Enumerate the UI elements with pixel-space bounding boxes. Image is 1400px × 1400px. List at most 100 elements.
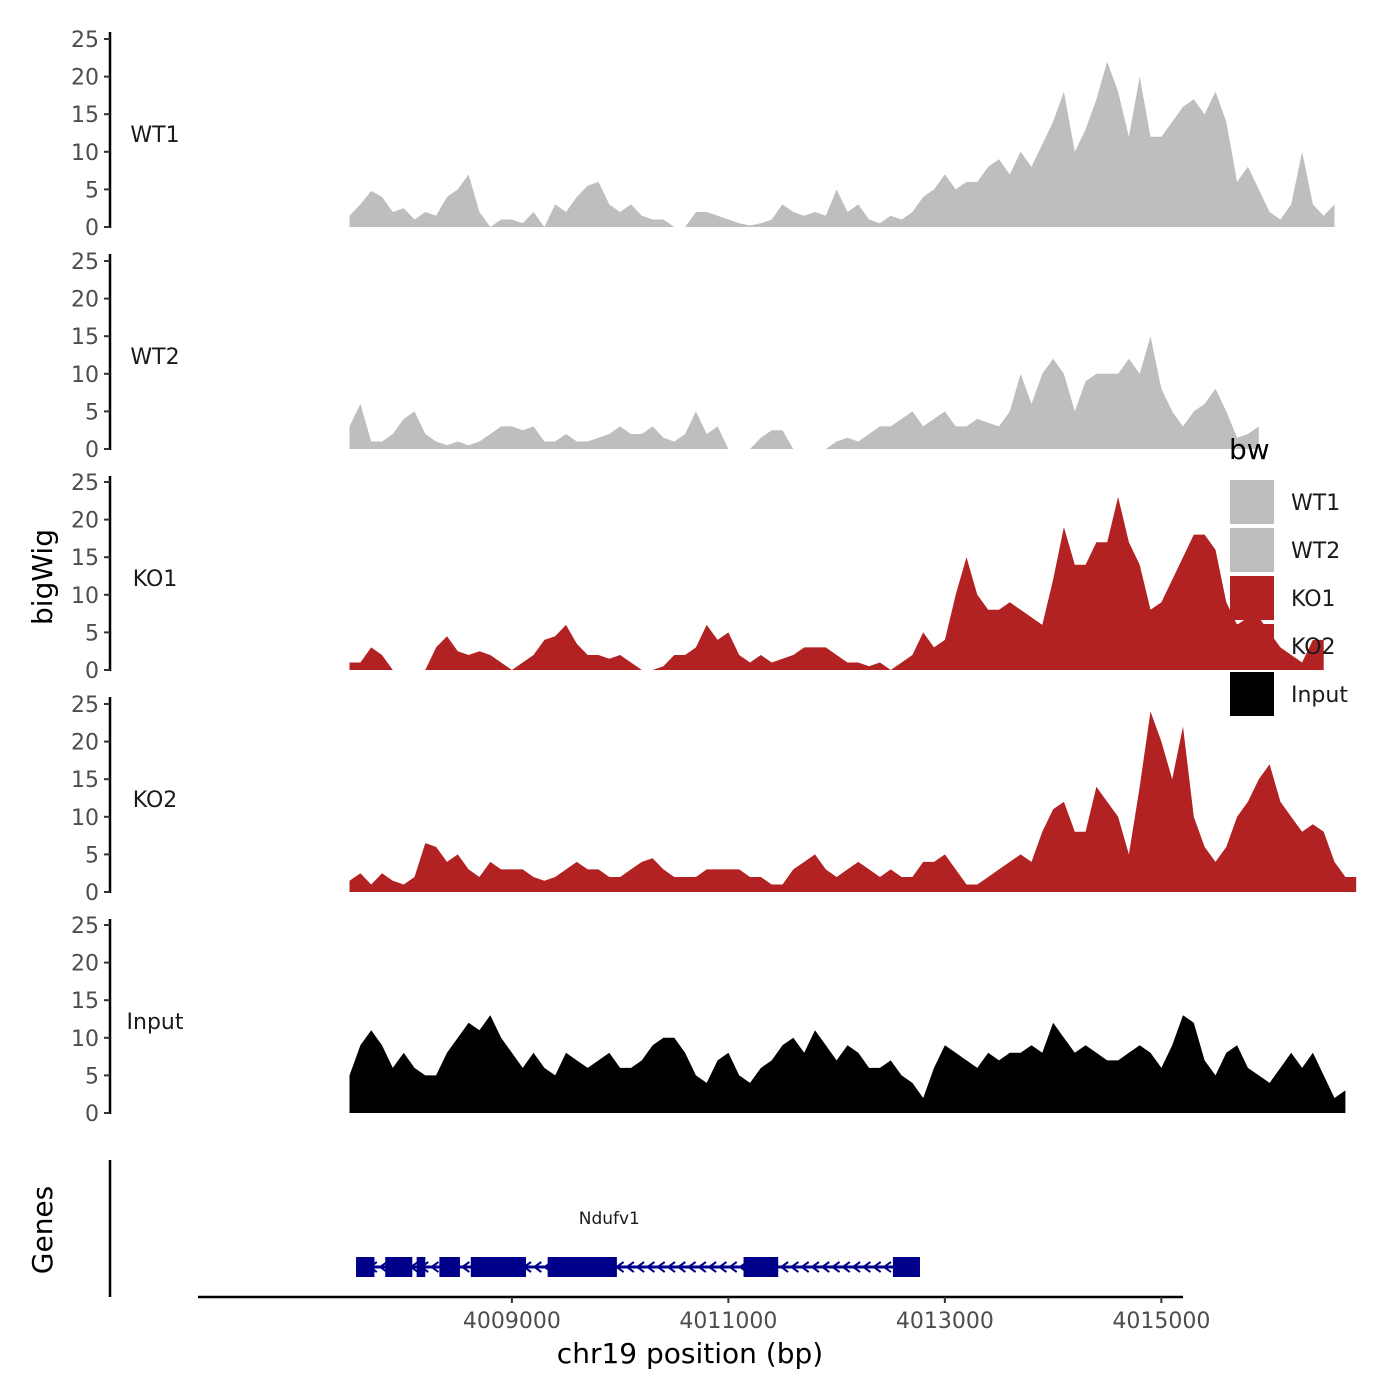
legend-key-ko1 [1230, 576, 1274, 620]
x-axis-title: chr19 position (bp) [557, 1337, 823, 1370]
y-tick-label: 5 [85, 1064, 99, 1089]
strand-arrow [378, 1261, 388, 1273]
strand-arrow [841, 1261, 851, 1273]
legend-label-wt1: WT1 [1291, 491, 1340, 516]
strand-arrow [686, 1261, 697, 1273]
track-label: Input [127, 1010, 184, 1035]
y-tick-label: 15 [71, 768, 99, 793]
y-tick-label: 10 [71, 806, 99, 831]
legend-key-wt2 [1230, 528, 1274, 572]
gene-exon [470, 1257, 526, 1277]
y-tick-label: 10 [71, 1027, 99, 1052]
track-label: KO1 [133, 567, 178, 592]
y-tick-label: 0 [85, 1102, 99, 1127]
strand-arrow [635, 1261, 645, 1273]
y-tick-label: 0 [85, 438, 99, 463]
legend-label-ko2: KO2 [1291, 635, 1336, 660]
x-axis: 4009000 4011000 4013000 4015000 [198, 1295, 1210, 1334]
track-label: WT1 [130, 123, 179, 148]
legend: bw WT1 WT2 KO1 KO2 Input [1229, 433, 1348, 716]
y-tick-label: 10 [71, 141, 99, 166]
signal-tracks: 0 5 10 15 20 25 WT1 0 5 10 15 20 25 WT2 0 5 10 15 20 25 KO1 0… [71, 28, 1357, 1127]
genes-panel: Ndufv1 [108, 1160, 920, 1297]
strand-arrow [871, 1261, 882, 1273]
y-tick-label: 20 [71, 731, 99, 756]
gene-name-label: Ndufv1 [579, 1209, 640, 1229]
x-tick-label: 4009000 [463, 1309, 561, 1334]
legend-key-input [1230, 672, 1274, 716]
y-tick-label: 15 [71, 103, 99, 128]
y-tick-label: 5 [85, 621, 99, 646]
gene-exon [356, 1257, 375, 1277]
track-input: 0 5 10 15 20 25 Input [71, 914, 1346, 1127]
y-tick-label: 15 [71, 546, 99, 571]
y-tick-label: 20 [71, 288, 99, 313]
legend-label-ko1: KO1 [1291, 587, 1336, 612]
strand-arrow [830, 1261, 841, 1273]
strand-arrow [717, 1261, 728, 1273]
y-tick-label: 5 [85, 843, 99, 868]
track-label: WT2 [130, 345, 179, 370]
gene-exon [416, 1257, 426, 1277]
y-tick-label: 20 [71, 509, 99, 534]
strand-arrow [645, 1261, 656, 1273]
strand-arrow [882, 1261, 892, 1273]
strand-arrow [429, 1261, 440, 1273]
strand-arrow [625, 1261, 635, 1273]
strand-arrow [861, 1261, 871, 1273]
strand-arrow [656, 1261, 666, 1273]
track-ko1: 0 5 10 15 20 25 KO1 [71, 471, 1324, 684]
y-tick-label: 0 [85, 659, 99, 684]
strand-arrow [532, 1261, 542, 1273]
strand-arrow [810, 1261, 820, 1273]
y-tick-label: 5 [85, 178, 99, 203]
strand-arrow [697, 1261, 707, 1273]
y-tick-label: 25 [71, 28, 99, 53]
legend-key-wt1 [1230, 480, 1274, 524]
legend-label-wt2: WT2 [1291, 539, 1340, 564]
strand-arrow [779, 1261, 789, 1273]
x-tick-label: 4011000 [679, 1309, 777, 1334]
y-tick-label: 20 [71, 952, 99, 977]
strand-arrow [666, 1261, 676, 1273]
x-tick-label: 4015000 [1112, 1309, 1210, 1334]
signal-area-wt1 [349, 61, 1335, 227]
y-tick-label: 5 [85, 400, 99, 425]
gene-exon [892, 1257, 920, 1277]
gene-exon [743, 1257, 779, 1277]
strand-arrow [676, 1261, 686, 1273]
track-label: KO2 [133, 788, 178, 813]
track-wt1: 0 5 10 15 20 25 WT1 [71, 28, 1335, 241]
y-tick-label: 15 [71, 989, 99, 1014]
signal-area-ko1 [349, 497, 1324, 670]
strand-arrow [727, 1261, 738, 1273]
x-tick-label: 4013000 [896, 1309, 994, 1334]
y-tick-label: 10 [71, 363, 99, 388]
strand-arrow [789, 1261, 799, 1273]
track-ko2: 0 5 10 15 20 25 KO2 [71, 693, 1357, 906]
strand-arrow [707, 1261, 717, 1273]
y-tick-label: 25 [71, 914, 99, 939]
signal-area-wt2 [349, 336, 1259, 449]
y-tick-label: 25 [71, 693, 99, 718]
y-tick-label: 20 [71, 66, 99, 91]
signal-area-input [349, 1015, 1346, 1113]
strand-arrow [799, 1261, 810, 1273]
gene-exon [385, 1257, 413, 1277]
y-tick-label: 10 [71, 584, 99, 609]
legend-title: bw [1229, 433, 1270, 466]
gene-exon [547, 1257, 617, 1277]
y-tick-label: 15 [71, 325, 99, 350]
track-wt2: 0 5 10 15 20 25 WT2 [71, 250, 1259, 463]
genes-axis-title: Genes [26, 1186, 59, 1274]
y-tick-label: 25 [71, 250, 99, 275]
y-tick-label: 0 [85, 881, 99, 906]
gene-exon [439, 1257, 460, 1277]
strand-arrow [851, 1261, 861, 1273]
y-axis-title: bigWig [26, 529, 59, 625]
strand-arrow [820, 1261, 830, 1273]
legend-label-input: Input [1291, 683, 1348, 708]
y-tick-label: 0 [85, 216, 99, 241]
legend-key-ko2 [1230, 624, 1274, 668]
